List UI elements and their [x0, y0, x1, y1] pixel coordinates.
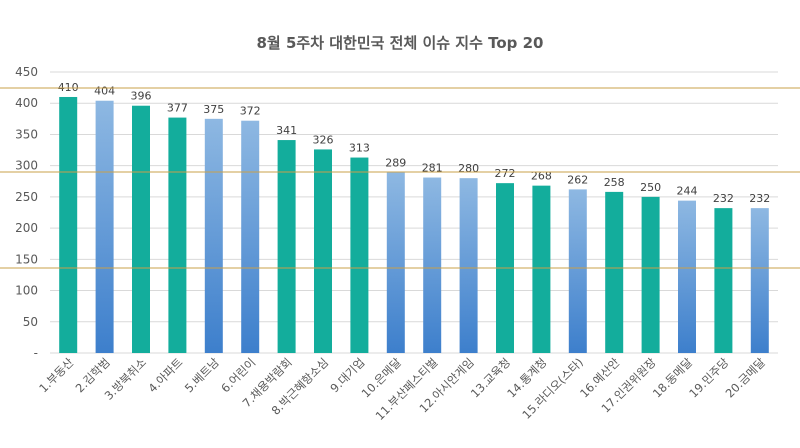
bar [714, 208, 733, 353]
chart-title: 8월 5주차 대한민국 전체 이슈 지수 Top 20 [256, 34, 544, 52]
data-label: 232 [713, 192, 734, 205]
bar [277, 140, 296, 353]
data-label: 326 [313, 133, 334, 146]
x-tick-label: 1.부동산 [36, 355, 76, 395]
data-label: 262 [567, 173, 588, 186]
y-tick-label: 250 [15, 190, 38, 204]
data-label: 404 [94, 85, 115, 98]
x-tick-label: 20.금메달 [723, 355, 769, 401]
bar [350, 157, 369, 353]
bar [605, 191, 624, 353]
data-label: 272 [495, 167, 516, 180]
bar [678, 200, 696, 353]
data-label: 313 [349, 142, 370, 155]
x-tick-label: 5.베트남 [182, 355, 222, 395]
data-label: 280 [458, 162, 479, 175]
bar [132, 105, 150, 353]
bar [59, 96, 78, 353]
y-tick-label: 200 [15, 221, 38, 235]
data-label: 341 [276, 124, 297, 137]
bar [386, 172, 405, 353]
bar [459, 178, 478, 353]
data-label: 410 [58, 81, 79, 94]
y-tick-label: 400 [15, 96, 38, 110]
bar [168, 117, 187, 353]
bar [568, 189, 587, 353]
y-tick-label: 350 [15, 127, 38, 141]
y-tick-label: - [34, 346, 38, 360]
data-label: 377 [167, 102, 188, 115]
bar [750, 208, 769, 353]
x-tick-label: 4.아파트 [145, 355, 185, 395]
y-tick-label: 450 [15, 65, 38, 79]
data-label: 250 [640, 181, 661, 194]
bar [204, 118, 223, 353]
data-label: 258 [604, 176, 625, 189]
data-label: 268 [531, 170, 552, 183]
bar [95, 100, 114, 353]
bar [241, 120, 260, 353]
data-label: 289 [385, 157, 406, 170]
bar [532, 185, 551, 353]
bar [423, 177, 442, 353]
data-label: 396 [131, 90, 152, 103]
y-tick-label: 300 [15, 159, 38, 173]
bar [641, 196, 660, 353]
y-tick-label: 50 [23, 315, 38, 329]
y-tick-label: 150 [15, 252, 38, 266]
data-label: 372 [240, 105, 261, 118]
data-label: 244 [677, 185, 698, 198]
data-label: 281 [422, 162, 443, 175]
data-label: 375 [203, 103, 224, 116]
data-label: 232 [749, 192, 770, 205]
bar [314, 149, 332, 353]
y-tick-label: 100 [15, 284, 38, 298]
